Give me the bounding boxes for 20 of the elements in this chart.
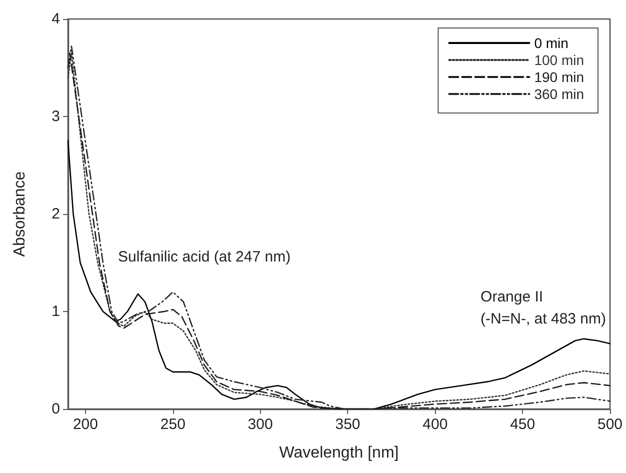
x-tick-label: 450 — [510, 416, 536, 433]
y-tick-label: 2 — [52, 206, 60, 222]
text: 100 min — [534, 52, 584, 68]
y-tick-label: 4 — [52, 10, 60, 28]
x-tick-label: 200 — [72, 416, 98, 433]
text: 190 min — [534, 69, 584, 85]
y-tick-label: 3 — [52, 108, 60, 125]
x-tick-label: 350 — [335, 416, 360, 433]
x-axis-title: Wavelength [nm] — [279, 444, 399, 462]
text: 360 min — [534, 86, 584, 102]
x-tick-label: 250 — [160, 416, 186, 433]
x-tick-label: 300 — [248, 416, 273, 433]
annotation: Orange II (-N=N-, at 483 nm) — [480, 288, 606, 328]
text: 0 min — [534, 35, 568, 51]
x-tick-label: 500 — [597, 416, 623, 433]
y-tick-label: 0 — [52, 400, 60, 418]
y-tick-label: 1 — [52, 303, 60, 320]
x-tick-label: 400 — [422, 416, 448, 433]
annotation: Sulfanilic acid (at 247 nm) — [118, 248, 291, 266]
y-axis-title: Absorbance — [12, 171, 28, 257]
